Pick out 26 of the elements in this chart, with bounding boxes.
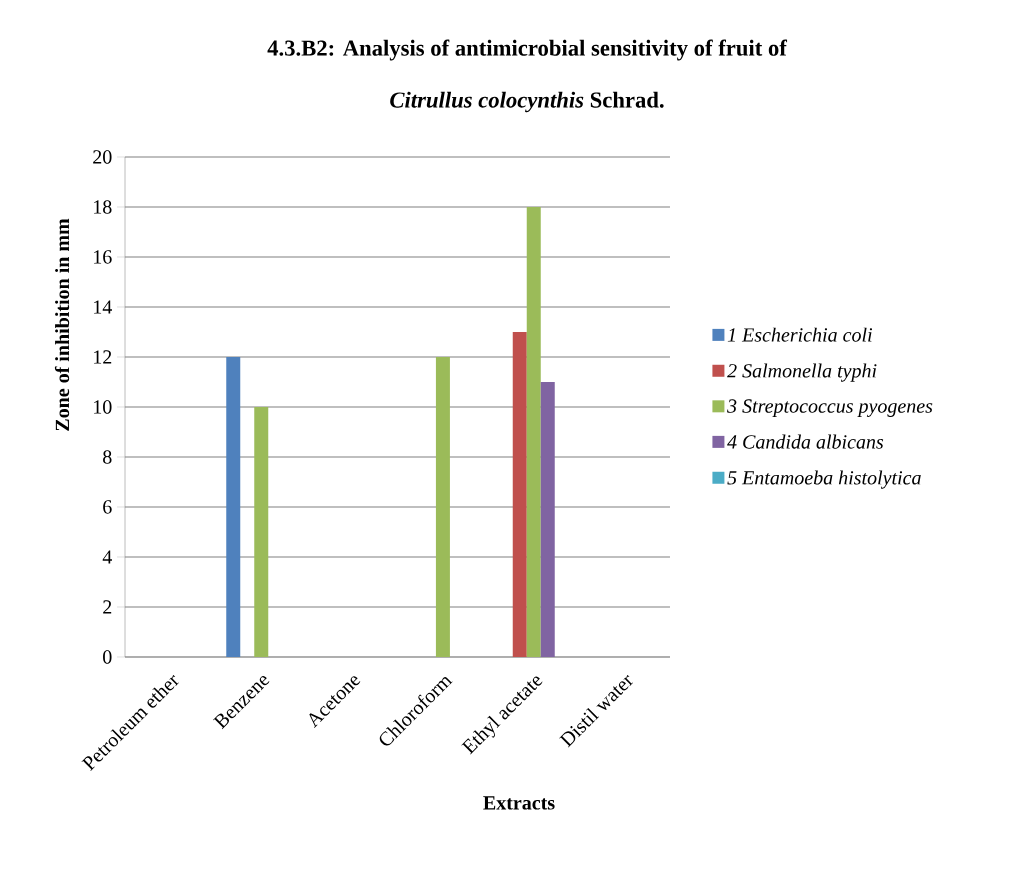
- y-axis-title: Zone of inhibition in mm: [54, 218, 70, 431]
- y-tick-label: 10: [94, 400, 112, 414]
- y-tick-label: 6: [103, 500, 112, 514]
- chart-title: 4.3.B2: Analysis of antimicrobial sensitivity of fruit of: [267, 39, 788, 61]
- bar: [435, 356, 450, 657]
- y-tick-label: 8: [103, 450, 112, 464]
- legend-label: 5 Entamoeba histolytica: [727, 470, 921, 489]
- bar: [254, 406, 269, 657]
- chart-subtitle: Citrullus colocynthis Schrad.: [390, 91, 664, 113]
- y-tick-label: 4: [102, 550, 112, 564]
- legend-label: 2 Salmonella typhi: [727, 363, 877, 382]
- bar: [512, 331, 527, 657]
- legend-label: 1 Escherichia coli: [727, 327, 873, 342]
- legend-label: 4 Candida albicans: [727, 434, 884, 449]
- y-tick-label: 16: [94, 250, 112, 264]
- bar: [526, 206, 541, 657]
- bar: [226, 356, 241, 657]
- x-axis-title: Extracts: [483, 796, 555, 810]
- y-tick-label: 0: [103, 650, 112, 664]
- y-tick-label: 14: [94, 300, 112, 314]
- y-tick-label: 12: [94, 350, 112, 364]
- y-tick-label: 2: [103, 600, 112, 614]
- bar: [540, 381, 555, 657]
- y-tick-label: 18: [94, 200, 112, 214]
- legend-label: 3 Streptococcus pyogenes: [727, 399, 933, 417]
- y-tick-label: 20: [93, 150, 112, 164]
